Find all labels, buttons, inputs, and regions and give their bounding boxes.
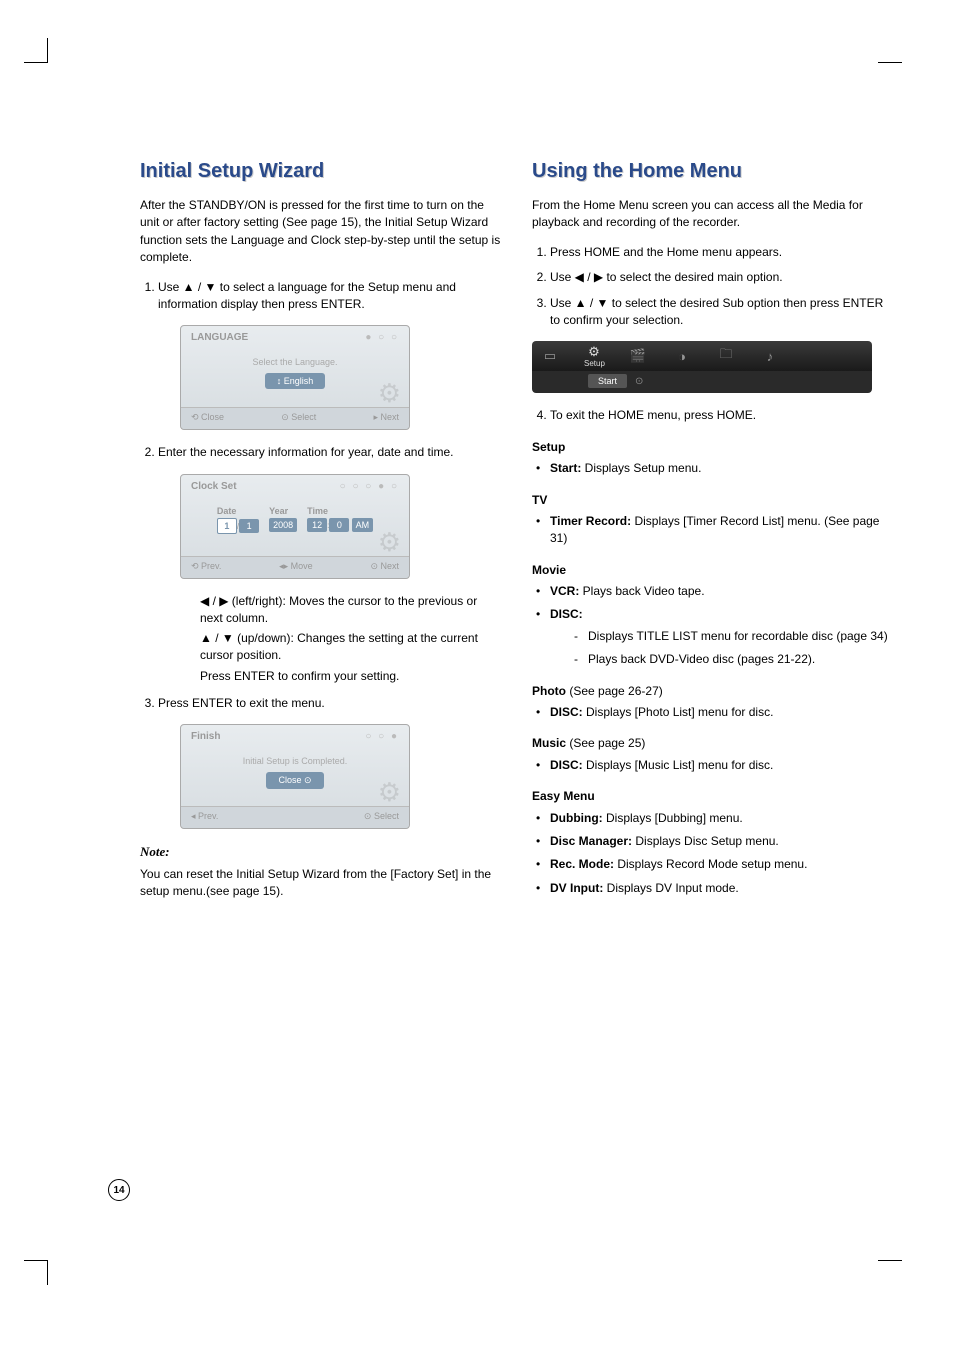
screenshot-clock: Clock Set ○ ○ ○ ● ○ Date 1/1 Year 2008 T…: [180, 474, 410, 579]
right-column: Using the Home Menu From the Home Menu s…: [532, 160, 894, 903]
section-title-home-menu: Using the Home Menu: [532, 160, 894, 183]
screenshot-finish: Finish ○ ○ ● Initial Setup is Completed.…: [180, 724, 410, 829]
gear-icon: [365, 526, 401, 554]
sub-item: Displays TITLE LIST menu for recordable …: [570, 628, 894, 645]
crop-mark: [878, 62, 902, 63]
step-1: Use ▲ / ▼ to select a language for the S…: [158, 279, 502, 314]
note-updown: ▲ / ▼ (up/down): Changes the setting at …: [200, 630, 502, 664]
shot-ftr-select: ⊙ Select: [364, 811, 399, 822]
crop-mark: [47, 1261, 48, 1285]
shot-ftr-prev: ◂ Prev.: [191, 811, 218, 822]
shot-english-button: ↕ English: [265, 373, 326, 389]
crop-mark: [878, 1260, 902, 1261]
shot-close-button: Close ⊙: [266, 772, 323, 789]
time-m: 0: [329, 518, 349, 532]
step-3: Use ▲ / ▼ to select the desired Sub opti…: [550, 295, 894, 330]
list-item: Timer Record: Displays [Timer Record Lis…: [532, 513, 894, 548]
step-1: Press HOME and the Home menu appears.: [550, 244, 894, 261]
steps-list: To exit the HOME menu, press HOME.: [532, 407, 894, 424]
list-item: Start: Displays Setup menu.: [532, 460, 894, 477]
steps-list: Use ▲ / ▼ to select a language for the S…: [140, 279, 502, 314]
progress-dots: ○ ○ ●: [365, 731, 399, 742]
step-4: To exit the HOME menu, press HOME.: [550, 407, 894, 424]
shot-ftr-select: ⊙ Select: [281, 412, 316, 423]
shot-prompt: Select the Language.: [191, 357, 399, 367]
tv-small-icon: ▭: [540, 348, 560, 364]
shot-prompt: Initial Setup is Completed.: [191, 756, 399, 766]
intro-text: After the STANDBY/ON is pressed for the …: [140, 197, 502, 267]
shot-ftr-close: ⟲ Close: [191, 412, 224, 423]
shot-ftr-move: ◂▸ Move: [279, 561, 313, 572]
folder-icon: 🗀: [716, 345, 736, 367]
shot-ftr-next: ⊙ Next: [370, 561, 399, 572]
list-item: DV Input: Displays DV Input mode.: [532, 880, 894, 897]
select-indicator-icon: ⊙: [635, 376, 643, 387]
gear-icon: [365, 776, 401, 804]
page-number: 14: [108, 1179, 130, 1201]
setup-icon: ⚙Setup: [584, 344, 604, 368]
crop-mark: [47, 38, 48, 62]
steps-list: Enter the necessary information for year…: [140, 444, 502, 461]
year-field: 2008: [269, 518, 297, 532]
start-label: Start: [588, 374, 627, 388]
list-item: DISC: Displays TITLE LIST menu for recor…: [532, 606, 894, 668]
gear-icon: [365, 377, 401, 405]
progress-dots: ● ○ ○: [365, 332, 399, 343]
step-2: Use ◀ / ▶ to select the desired main opt…: [550, 269, 894, 286]
year-label: Year: [269, 506, 297, 516]
list-item: Dubbing: Displays [Dubbing] menu.: [532, 810, 894, 827]
steps-list: Press HOME and the Home menu appears. Us…: [532, 244, 894, 330]
crop-mark: [24, 62, 48, 63]
shot-title: Clock Set: [191, 481, 237, 492]
time-h: 12: [307, 518, 327, 532]
shot-ftr-prev: ⟲ Prev.: [191, 561, 221, 572]
setup-heading: Setup: [532, 439, 894, 456]
screenshot-language: LANGUAGE ● ○ ○ Select the Language. ↕ En…: [180, 325, 410, 430]
section-title-initial-setup: Initial Setup Wizard: [140, 160, 502, 183]
list-item: VCR: Plays back Video tape.: [532, 583, 894, 600]
photo-icon: ◑: [672, 349, 692, 364]
step-3: Press ENTER to exit the menu.: [158, 695, 502, 712]
home-menu-bar: ▭ ⚙Setup 🎬 ◑ 🗀 ♪ Start ⊙: [532, 341, 872, 393]
music-icon: ♪: [760, 349, 780, 364]
date-field: 1: [239, 519, 259, 533]
shot-title: Finish: [191, 731, 220, 742]
list-item: DISC: Displays [Photo List] menu for dis…: [532, 704, 894, 721]
tv-heading: TV: [532, 492, 894, 509]
intro-text: From the Home Menu screen you can access…: [532, 197, 894, 232]
note-enter: Press ENTER to confirm your setting.: [200, 668, 502, 685]
time-label: Time: [307, 506, 373, 516]
movie-heading: Movie: [532, 562, 894, 579]
progress-dots: ○ ○ ○ ● ○: [340, 481, 399, 492]
movie-icon: 🎬: [628, 348, 648, 364]
sub-item: Plays back DVD-Video disc (pages 21-22).: [570, 651, 894, 668]
steps-list: Press ENTER to exit the menu.: [140, 695, 502, 712]
crop-mark: [24, 1260, 48, 1261]
note-label: Note:: [140, 843, 502, 862]
date-label: Date: [217, 506, 259, 516]
easy-menu-heading: Easy Menu: [532, 788, 894, 805]
list-item: Disc Manager: Displays Disc Setup menu.: [532, 833, 894, 850]
left-column: Initial Setup Wizard After the STANDBY/O…: [140, 160, 502, 903]
note-leftright: ◀ / ▶ (left/right): Moves the cursor to …: [200, 593, 502, 627]
step-2: Enter the necessary information for year…: [158, 444, 502, 461]
list-item: DISC: Displays [Music List] menu for dis…: [532, 757, 894, 774]
music-heading: Music (See page 25): [532, 735, 894, 752]
note-body: You can reset the Initial Setup Wizard f…: [140, 866, 502, 901]
shot-ftr-next: ▸ Next: [373, 412, 399, 423]
shot-title: LANGUAGE: [191, 332, 248, 343]
date-field: 1: [217, 518, 237, 534]
list-item: Rec. Mode: Displays Record Mode setup me…: [532, 856, 894, 873]
page-content: Initial Setup Wizard After the STANDBY/O…: [0, 0, 954, 963]
photo-heading: Photo (See page 26-27): [532, 683, 894, 700]
